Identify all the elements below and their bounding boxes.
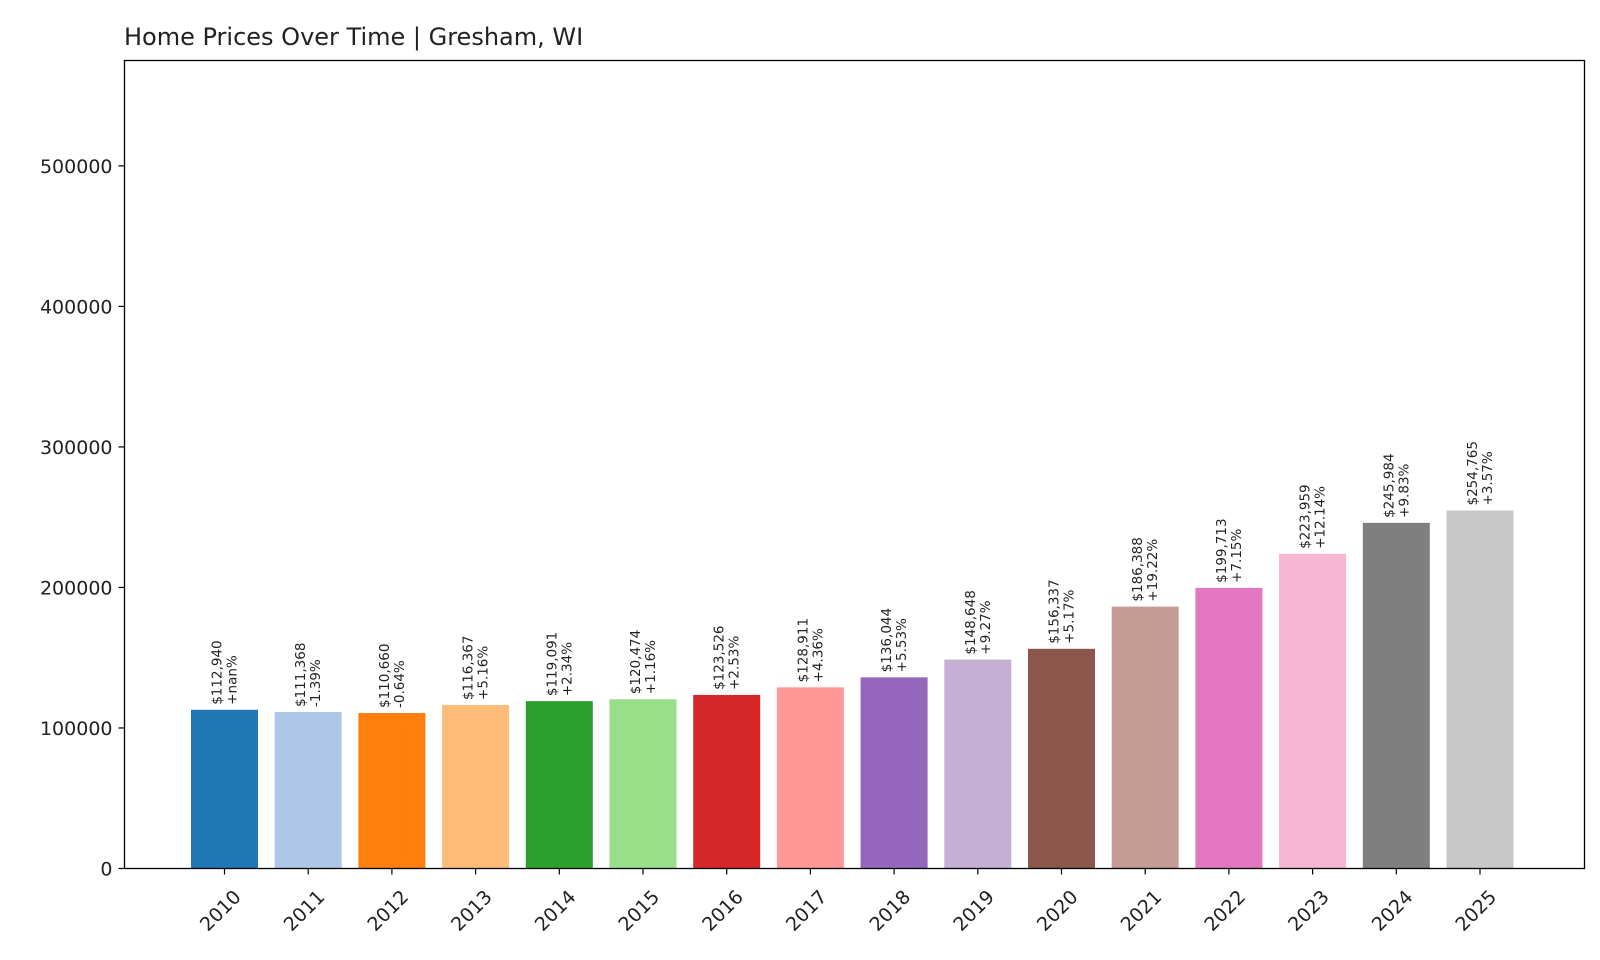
bar-label-2019: $148,648 +9.27% [963,590,994,654]
bar-value-label: $223,959 [1298,484,1314,548]
bars-layer [191,510,1514,869]
x-tick-label-2020: 2020 [1033,886,1083,936]
bar-label-2021: $186,388 +19.22% [1130,537,1161,601]
bar-change-label: +5.16% [476,646,492,700]
x-axis: 2010 2011 2012 2013 2014 2015 2016 2017 2018 2019… [196,868,1501,936]
plot-area-frame [123,59,1586,870]
bar-2013 [442,704,510,869]
x-tick-label-2025: 2025 [1451,886,1501,936]
bar-label-2015: $120,474 +1.16% [628,630,659,694]
bar-label-2012: $110,660 -0.64% [377,644,408,708]
bar-change-label: +9.27% [978,600,994,654]
bar-value-label: $116,367 [461,636,477,700]
bar-label-2018: $136,044 +5.53% [879,608,910,672]
bar-value-label: $120,474 [628,630,644,694]
x-tick-label-2016: 2016 [698,886,748,936]
bar-label-2017: $128,911 +4.36% [795,618,826,682]
y-tick-label: 500000 [40,156,113,178]
chart-title: Home Prices Over Time | Gresham, WI [124,23,583,51]
bar-label-2020: $156,337 +5.17% [1047,579,1078,643]
bar-2015 [609,699,677,869]
bar-change-label: +4.36% [810,628,826,682]
bar-value-label: $136,044 [879,608,895,672]
bar-change-label: +19.22% [1145,539,1161,602]
x-tick-label-2015: 2015 [614,886,664,936]
bar-change-label: +5.17% [1062,589,1078,643]
bar-label-2014: $119,091 +2.34% [544,632,575,696]
bar-value-label: $112,940 [210,640,226,704]
bar-change-label: +2.53% [727,636,743,690]
x-tick-label-2024: 2024 [1368,886,1418,936]
bar-change-label: +5.53% [894,618,910,672]
x-tick-label-2019: 2019 [949,886,999,936]
x-tick-label-2014: 2014 [531,886,581,936]
bar-label-2010: $112,940 +nan% [210,640,241,704]
x-tick-label-2022: 2022 [1200,886,1250,936]
bar-value-label: $156,337 [1047,579,1063,643]
y-axis: 0 100000 200000 300000 400000 500000 [40,156,125,881]
bar-2020 [1028,648,1095,869]
bar-label-2023: $223,959 +12.14% [1298,484,1329,548]
bar-label-2025: $254,765 +3.57% [1465,441,1496,505]
bar-2019 [944,659,1012,869]
bar-label-2011: $111,368 -1.39% [293,643,324,707]
bar-2023 [1279,553,1347,869]
x-tick-label-2021: 2021 [1117,886,1167,936]
bar-value-label: $186,388 [1130,537,1146,601]
bar-value-label: $111,368 [293,643,309,707]
bar-change-label: +7.15% [1229,528,1245,582]
bar-change-label: +2.34% [559,642,575,696]
x-tick-label-2023: 2023 [1284,886,1334,936]
bar-2022 [1195,587,1263,869]
bar-change-label: +nan% [225,655,241,705]
bar-2016 [693,694,761,869]
bar-2017 [776,687,844,869]
bar-value-label: $123,526 [712,625,728,689]
bar-2018 [860,677,928,869]
bar-value-label: $245,984 [1381,453,1397,517]
bar-2024 [1362,522,1430,869]
x-tick-label-2012: 2012 [363,886,413,936]
y-tick-label: 0 [100,859,112,881]
bar-value-label: $199,713 [1214,518,1230,582]
bar-value-label: $110,660 [377,644,393,708]
bar-change-label: +12.14% [1313,486,1329,549]
bar-labels-layer: $112,940 +nan% $111,368 -1.39% $110,660 -0.64… [210,441,1497,708]
y-tick-label: 100000 [40,718,113,740]
bar-value-label: $128,911 [795,618,811,682]
bar-2021 [1111,606,1179,869]
bar-change-label: -1.39% [308,659,324,707]
bar-change-label: +9.83% [1396,463,1412,517]
bar-label-2024: $245,984 +9.83% [1381,453,1412,517]
bar-value-label: $254,765 [1465,441,1481,505]
x-tick-label-2011: 2011 [280,886,330,936]
bar-2011 [274,712,342,869]
bar-label-2022: $199,713 +7.15% [1214,518,1245,582]
bar-value-label: $148,648 [963,590,979,654]
y-tick-label: 300000 [40,437,113,459]
bar-value-label: $119,091 [544,632,560,696]
bar-2010 [191,709,258,869]
x-tick-label-2010: 2010 [196,886,246,936]
y-tick-label: 200000 [40,577,113,599]
bar-change-label: -0.64% [392,660,408,708]
x-tick-label-2013: 2013 [447,886,497,936]
x-tick-label-2018: 2018 [865,886,915,936]
bar-label-2013: $116,367 +5.16% [461,636,492,700]
y-tick-label: 400000 [40,296,113,318]
bar-change-label: +1.16% [643,640,659,694]
bar-change-label: +3.57% [1480,451,1496,505]
x-tick-label-2017: 2017 [782,886,832,936]
bar-2012 [358,713,426,869]
bar-2014 [525,701,593,869]
bar-label-2016: $123,526 +2.53% [712,625,743,689]
bar-2025 [1446,510,1514,869]
